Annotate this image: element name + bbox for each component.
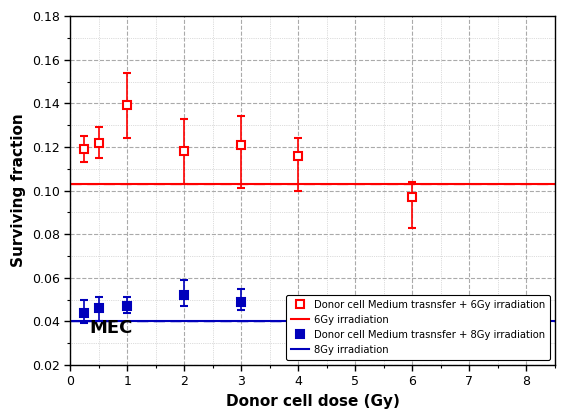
Legend: Donor cell Medium trasnsfer + 6Gy irradiation, 6Gy irradiation, Donor cell Mediu: Donor cell Medium trasnsfer + 6Gy irradi… (286, 295, 550, 360)
Text: MEC: MEC (89, 319, 133, 337)
Y-axis label: Surviving fraction: Surviving fraction (11, 114, 26, 268)
X-axis label: Donor cell dose (Gy): Donor cell dose (Gy) (225, 394, 400, 409)
